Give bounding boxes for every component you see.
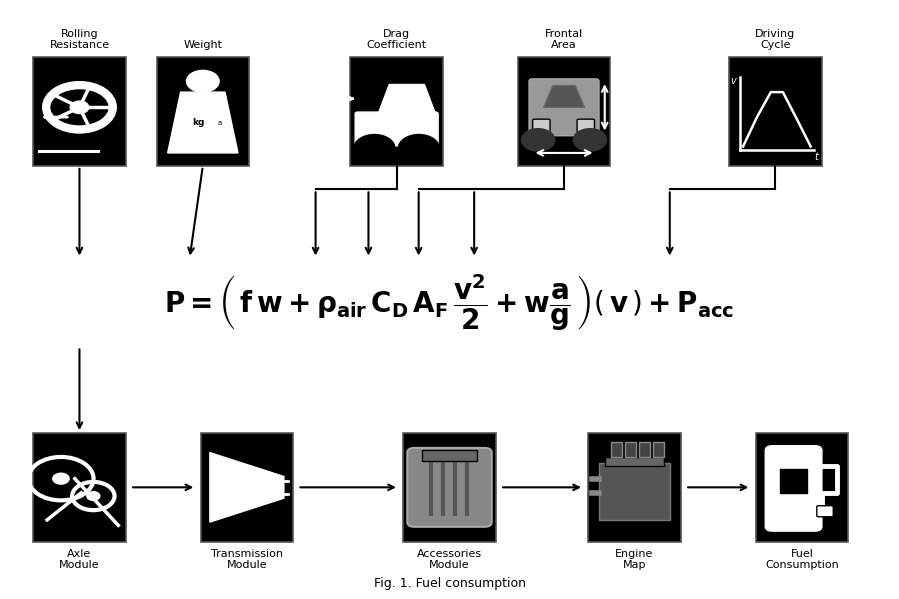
Circle shape bbox=[87, 492, 100, 500]
FancyBboxPatch shape bbox=[404, 433, 495, 541]
Circle shape bbox=[186, 71, 219, 92]
FancyBboxPatch shape bbox=[156, 58, 249, 166]
Circle shape bbox=[53, 473, 69, 484]
Text: Weight: Weight bbox=[183, 40, 222, 50]
Text: kg: kg bbox=[192, 118, 204, 127]
FancyBboxPatch shape bbox=[529, 79, 599, 136]
FancyBboxPatch shape bbox=[518, 58, 610, 166]
FancyBboxPatch shape bbox=[351, 58, 443, 166]
FancyBboxPatch shape bbox=[817, 506, 833, 517]
Text: a: a bbox=[218, 120, 221, 126]
Text: t: t bbox=[814, 152, 818, 162]
FancyBboxPatch shape bbox=[33, 58, 126, 166]
FancyBboxPatch shape bbox=[756, 433, 848, 541]
Text: Transmission
Module: Transmission Module bbox=[211, 549, 283, 570]
FancyBboxPatch shape bbox=[200, 433, 293, 541]
Text: Rolling
Resistance: Rolling Resistance bbox=[49, 29, 110, 50]
FancyBboxPatch shape bbox=[422, 450, 477, 461]
Text: Frontal
Area: Frontal Area bbox=[545, 29, 583, 50]
Circle shape bbox=[521, 129, 555, 151]
Text: v: v bbox=[730, 76, 735, 86]
FancyBboxPatch shape bbox=[779, 469, 807, 493]
FancyBboxPatch shape bbox=[626, 441, 636, 457]
FancyBboxPatch shape bbox=[577, 119, 594, 132]
FancyBboxPatch shape bbox=[653, 441, 664, 457]
FancyBboxPatch shape bbox=[611, 441, 622, 457]
FancyBboxPatch shape bbox=[605, 457, 664, 465]
Text: Drag
Coefficient: Drag Coefficient bbox=[367, 29, 427, 50]
Text: Engine
Map: Engine Map bbox=[615, 549, 654, 570]
Text: Fuel
Consumption: Fuel Consumption bbox=[765, 549, 839, 570]
FancyBboxPatch shape bbox=[588, 433, 681, 541]
FancyBboxPatch shape bbox=[533, 119, 550, 132]
FancyBboxPatch shape bbox=[407, 448, 492, 527]
Circle shape bbox=[355, 135, 394, 162]
Polygon shape bbox=[209, 453, 284, 522]
Polygon shape bbox=[378, 84, 435, 114]
Circle shape bbox=[399, 135, 439, 162]
FancyBboxPatch shape bbox=[355, 112, 438, 146]
FancyBboxPatch shape bbox=[729, 58, 822, 166]
Polygon shape bbox=[544, 86, 584, 107]
FancyBboxPatch shape bbox=[33, 433, 126, 541]
Text: Driving
Cycle: Driving Cycle bbox=[755, 29, 796, 50]
Polygon shape bbox=[167, 92, 238, 153]
FancyBboxPatch shape bbox=[765, 446, 822, 531]
Text: Accessories
Module: Accessories Module bbox=[417, 549, 482, 570]
Text: Fig. 1. Fuel consumption: Fig. 1. Fuel consumption bbox=[373, 577, 526, 590]
FancyBboxPatch shape bbox=[600, 464, 670, 520]
Text: Axle
Module: Axle Module bbox=[59, 549, 100, 570]
Circle shape bbox=[70, 101, 89, 114]
Circle shape bbox=[574, 129, 606, 151]
FancyBboxPatch shape bbox=[639, 441, 650, 457]
Text: $\mathbf{P = \left(\, f\,w + \rho_{air}\,C_D\,A_F\,\dfrac{v^2}{2} + w\dfrac{a}{g: $\mathbf{P = \left(\, f\,w + \rho_{air}\… bbox=[165, 272, 734, 332]
